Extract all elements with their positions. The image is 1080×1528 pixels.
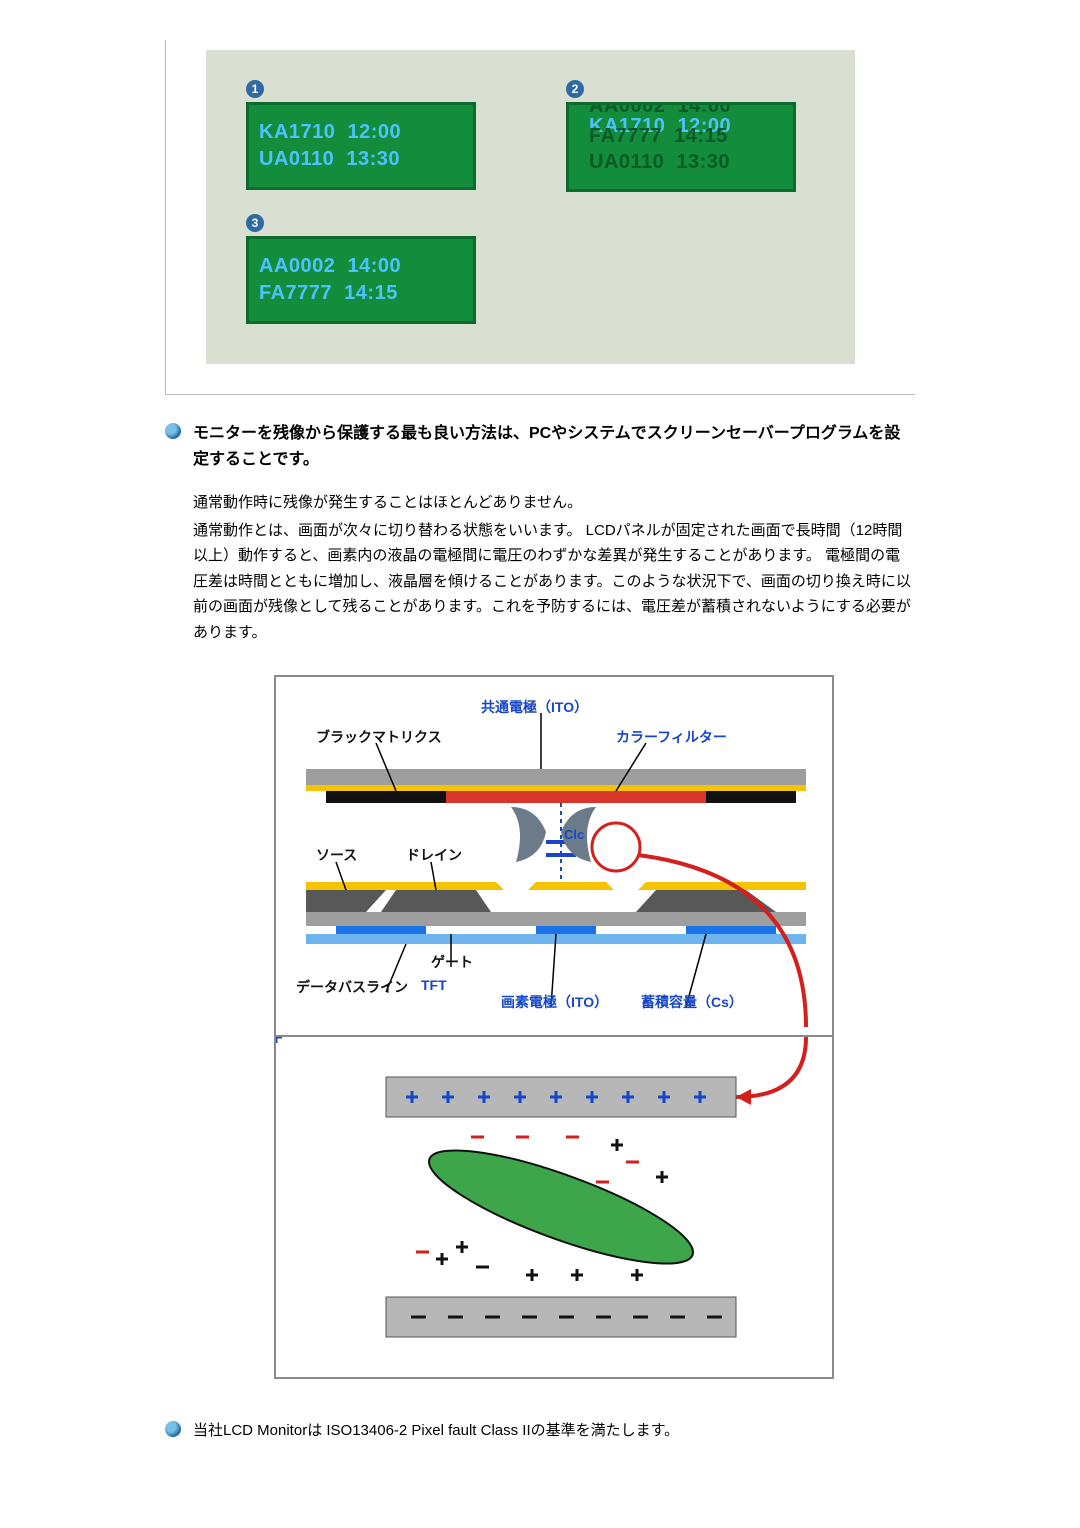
label-clc: Clc	[564, 827, 584, 842]
label-drain: ドレイン	[406, 845, 462, 865]
badge-3: 3	[246, 214, 264, 232]
label-black-matrix: ブラックマトリクス	[316, 727, 442, 747]
arrow-down-icon	[795, 113, 796, 131]
dot-icon	[165, 1421, 181, 1437]
green-box-3: AA0002 14:00 FA7777 14:15	[246, 236, 476, 324]
example-2: 2 AA0002 14:00 KA1710 12:00 FA7777 14:15…	[566, 80, 796, 192]
green-box-1: KA1710 12:00 UA0110 13:30	[246, 102, 476, 190]
diagram-electrode	[276, 1037, 832, 1377]
badge-2: 2	[566, 80, 584, 98]
box1-line1: KA1710 12:00	[259, 119, 463, 146]
diagram-cross-section: 共通電極（ITO） ブラックマトリクス カラーフィルター Clc ソース ドレイ…	[276, 677, 832, 1037]
scroll-arrows	[795, 113, 796, 179]
label-gate: ゲート	[431, 952, 473, 972]
example-1: 1 KA1710 12:00 UA0110 13:30	[246, 80, 476, 192]
label-data-bus: データバスライン	[296, 977, 408, 997]
item1-title: モニターを残像から保護する最も良い方法は、PCやシステムでスクリーンセーバープロ…	[193, 421, 915, 472]
electrode-svg	[276, 1037, 832, 1377]
dot-icon	[165, 423, 181, 439]
example-3: 3 AA0002 14:00 FA7777 14:15	[246, 214, 815, 324]
box3-line2: FA7777 14:15	[259, 280, 463, 307]
lcd-diagram: 共通電極（ITO） ブラックマトリクス カラーフィルター Clc ソース ドレイ…	[274, 675, 834, 1379]
label-source: ソース	[316, 845, 357, 865]
bullet-item-1: モニターを残像から保護する最も良い方法は、PCやシステムでスクリーンセーバープロ…	[165, 421, 915, 1379]
label-common-electrode: 共通電極（ITO）	[481, 697, 588, 717]
item1-p1: 通常動作時に残像が発生することはほとんどありません。	[193, 490, 915, 516]
box2-ghost-3: UA0110 13:30	[589, 151, 773, 174]
item2-text: 当社LCD Monitorは ISO13406-2 Pixel fault Cl…	[193, 1419, 915, 1443]
item1-p2: 通常動作とは、画面が次々に切り替わる状態をいいます。 LCDパネルが固定された画…	[193, 518, 915, 646]
label-tft: TFT	[421, 977, 447, 993]
label-color-filter: カラーフィルター	[616, 727, 727, 747]
bullet-item-2: 当社LCD Monitorは ISO13406-2 Pixel fault Cl…	[165, 1419, 915, 1443]
box2-ghost-2: FA7777 14:15	[589, 125, 773, 148]
box1-line2: UA0110 13:30	[259, 146, 463, 173]
arrow-down-icon	[795, 161, 796, 179]
badge-1: 1	[246, 80, 264, 98]
label-storage-cap: 蓄積容量（Cs）	[641, 992, 743, 1012]
green-box-2: AA0002 14:00 KA1710 12:00 FA7777 14:15 U…	[566, 102, 796, 192]
example-panel: 1 KA1710 12:00 UA0110 13:30 2 AA0002 14:…	[165, 40, 915, 395]
label-pixel-electrode: 画素電極（ITO）	[501, 992, 608, 1012]
example-background: 1 KA1710 12:00 UA0110 13:30 2 AA0002 14:…	[206, 50, 855, 364]
box3-line1: AA0002 14:00	[259, 253, 463, 280]
